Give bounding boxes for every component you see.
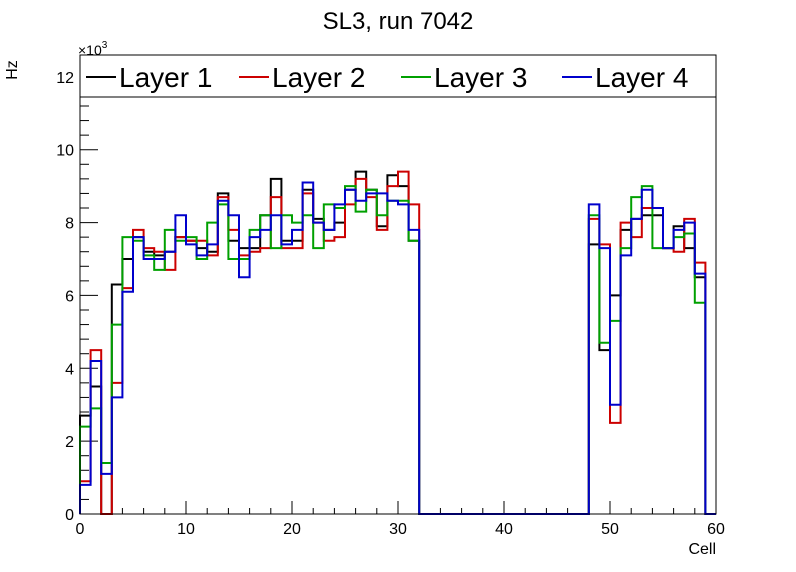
y-multiplier: ×103 xyxy=(78,40,108,58)
chart-title: SL3, run 7042 xyxy=(323,8,474,35)
y-tick-label: 12 xyxy=(56,70,74,87)
x-tick-label: 60 xyxy=(707,521,725,538)
axis-tick-labels: 0 10 20 30 40 50 60 0 2 4 6 8 10 12 xyxy=(56,70,725,538)
legend-label-layer-2: Layer 2 xyxy=(272,62,365,93)
y-tick-label: 2 xyxy=(65,434,74,451)
legend-box xyxy=(79,54,717,98)
y-tick-label: 6 xyxy=(65,288,74,305)
y-tick-label: 4 xyxy=(65,361,74,378)
legend-label-layer-3: Layer 3 xyxy=(434,62,527,93)
x-axis-label: Cell xyxy=(688,541,716,558)
y-multiplier-base: ×10 xyxy=(78,42,102,58)
series-line-layer-4 xyxy=(79,181,716,515)
histogram-series xyxy=(79,170,716,515)
y-multiplier-exponent: 3 xyxy=(102,40,108,51)
x-tick-label: 20 xyxy=(283,521,301,538)
legend-label-layer-4: Layer 4 xyxy=(595,62,688,93)
x-tick-label: 50 xyxy=(601,521,619,538)
x-tick-label: 30 xyxy=(389,521,407,538)
x-tick-label: 40 xyxy=(495,521,513,538)
y-tick-label: 0 xyxy=(65,507,74,524)
legend: Layer 1 Layer 2 Layer 3 Layer 4 xyxy=(79,54,717,98)
x-tick-label: 10 xyxy=(177,521,195,538)
legend-label-layer-1: Layer 1 xyxy=(119,62,212,93)
y-tick-label: 10 xyxy=(56,143,74,160)
y-axis-label: Hz xyxy=(4,60,21,80)
y-tick-label: 8 xyxy=(65,216,74,233)
x-tick-label: 0 xyxy=(76,521,85,538)
